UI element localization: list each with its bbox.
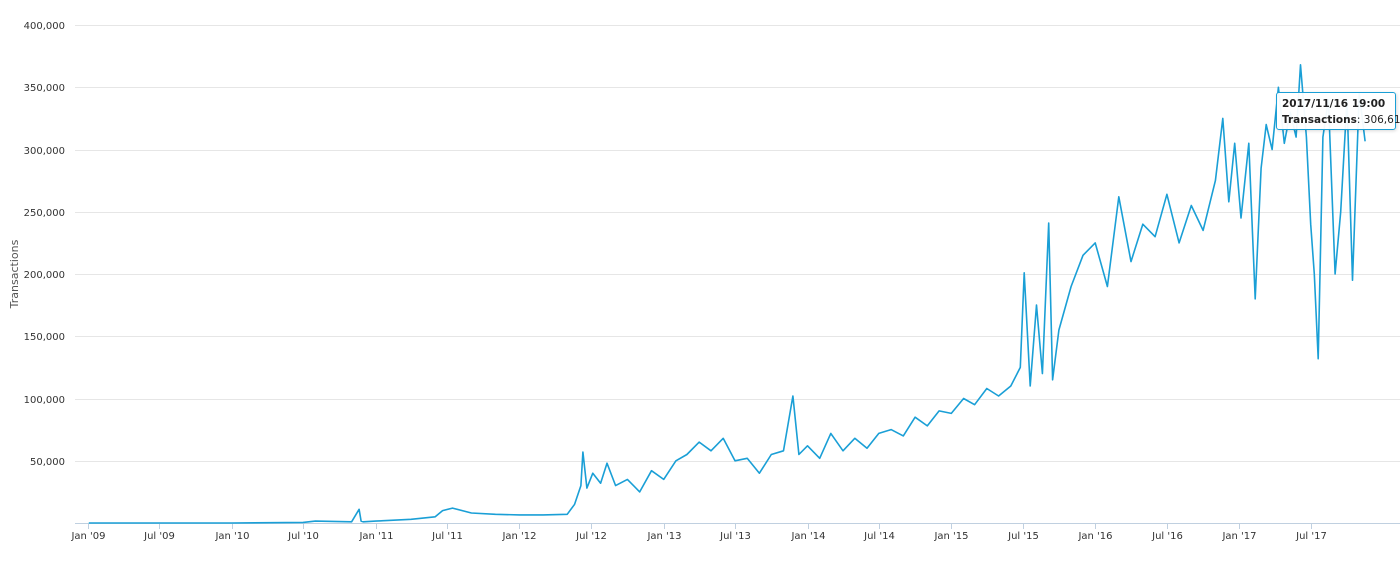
x-tick-label: Jan '12: [501, 531, 536, 542]
series-layer: [88, 64, 1366, 524]
x-tick-label: Jan '14: [790, 531, 825, 542]
y-tick-label: 250,000: [24, 208, 65, 219]
y-tick-label: 150,000: [24, 332, 65, 343]
x-tick-label: Jan '10: [214, 531, 249, 542]
x-tick-label: Jan '17: [1221, 531, 1256, 542]
x-axis-ticks: [88, 523, 1312, 529]
x-tick-label: Jul '11: [431, 531, 463, 542]
x-tick-label: Jul '14: [863, 531, 895, 542]
y-tick-label: 300,000: [24, 146, 65, 157]
x-tick-label: Jul '16: [1151, 531, 1183, 542]
x-tick-label: Jul '17: [1295, 531, 1327, 542]
y-tick-label: 350,000: [24, 83, 65, 94]
x-tick-label: Jul '15: [1007, 531, 1039, 542]
y-tick-label: 50,000: [30, 457, 65, 468]
x-tick-label: Jan '09: [70, 531, 105, 542]
x-tick-label: Jan '16: [1077, 531, 1112, 542]
x-tick-label: Jan '11: [358, 531, 393, 542]
tooltip-value: 306,617: [1363, 114, 1400, 126]
y-tick-label: 200,000: [24, 270, 65, 281]
x-tick-label: Jul '10: [287, 531, 319, 542]
hover-tooltip: 2017/11/16 19:00 Transactions: 306,617: [1276, 92, 1400, 130]
tooltip-title: 2017/11/16 19:00: [1282, 98, 1386, 110]
tooltip-separator: :: [1356, 114, 1364, 126]
x-tick-label: Jul '12: [575, 531, 607, 542]
y-tick-label: 100,000: [24, 395, 65, 406]
x-tick-label: Jul '09: [143, 531, 175, 542]
y-tick-label: 400,000: [24, 21, 65, 32]
y-axis-tick-labels: 50,000 100,000 150,000 200,000 250,000 300,00…: [24, 21, 65, 468]
tooltip-value-row: Transactions: 306,617: [1282, 112, 1400, 128]
x-tick-label: Jan '15: [933, 531, 968, 542]
x-tick-label: Jul '13: [719, 531, 751, 542]
tooltip-label: Transactions: [1282, 114, 1357, 126]
x-axis-tick-labels: Jan '09 Jul '09 Jan '10 Jul '10 Jan '11 Jul '…: [70, 531, 1326, 542]
transactions-series-line: [88, 64, 1366, 524]
y-axis-title: Transactions: [8, 239, 21, 309]
x-tick-label: Jan '13: [646, 531, 681, 542]
y-gridlines: [75, 25, 1400, 462]
